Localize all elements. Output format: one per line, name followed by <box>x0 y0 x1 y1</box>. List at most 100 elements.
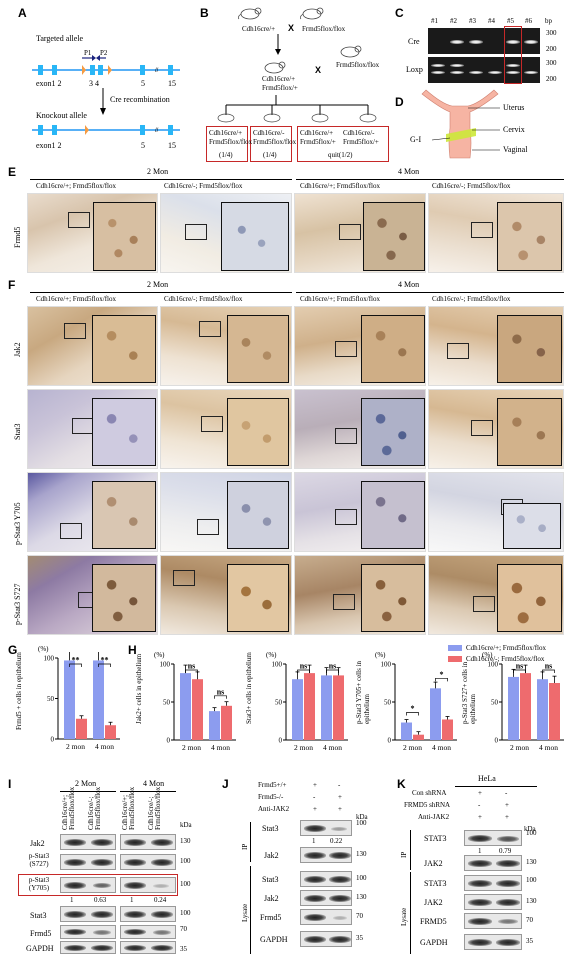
p1-label: P1 <box>84 49 92 57</box>
bar-2-mon-1 <box>520 673 531 740</box>
sig-bracket <box>297 669 310 673</box>
k-row-gapdh: GAPDH <box>420 938 448 947</box>
j-row-stat3-ip: Stat3 <box>262 824 279 833</box>
f-jak2-4 <box>428 306 564 386</box>
o1-genotype-b: Frmd5flox/flox <box>209 138 253 146</box>
k-header-3: Anti-JAK2 <box>418 813 450 821</box>
g-ylabel: Frmd5 + cells in epithelium <box>15 652 23 730</box>
y-tick-label: 0 <box>51 736 55 744</box>
panel-label-h: H <box>128 643 137 657</box>
h2-ylabel: Stat3+ cells in epithelium <box>245 652 253 724</box>
lane-4: #4 <box>488 17 495 25</box>
j-mw-35: 35 <box>356 934 363 942</box>
j-sign-1b: - <box>338 781 341 789</box>
targeted-allele-diagram: // <box>32 55 180 75</box>
o3-genotype-b: Frmd5flox/+ <box>300 138 336 146</box>
arrow-down-icon <box>275 34 281 55</box>
exon-34-label: 3 4 <box>89 79 99 88</box>
bar-4-mon-1 <box>221 705 232 740</box>
chart-h3: 100 50 0 * 2 mon * 4 mon <box>381 661 457 752</box>
j-row-jak2-lys: Jak2 <box>264 894 279 903</box>
i-mw-70: 70 <box>180 925 187 933</box>
sig-bracket <box>406 712 419 716</box>
k-blot-stat3-ip <box>464 830 522 846</box>
k-header-2: FRMD5 shRNA <box>404 801 451 809</box>
i-4mon-label: 4 Mon <box>143 779 165 788</box>
i-blot-frmd5-2mon <box>60 925 116 939</box>
k-blot-jak2-ip <box>464 855 522 871</box>
f1-genotype-b: Frmd5flox/+ <box>262 84 298 92</box>
x-tick-label: 2 mon <box>66 742 85 751</box>
f-jak2-1 <box>27 306 158 386</box>
k-quant-1: 1 <box>478 847 482 855</box>
f1-genotype-a: Cdh16cre/+ <box>262 75 296 83</box>
offspring-tree <box>225 95 369 115</box>
svg-text://: // <box>155 68 159 74</box>
i-blot-stat3-4mon <box>120 906 176 922</box>
sig-label: * <box>440 670 444 679</box>
k-hela-divider <box>455 786 537 787</box>
i-col-4: Cdh16cre/-; Frmd5flox/flox <box>147 786 162 830</box>
mouse-icon <box>238 7 262 20</box>
e-divider-4mon <box>296 179 564 180</box>
k-row-stat3-ip: STAT3 <box>424 834 447 843</box>
parent2-genotype: Frmd5flox/flox <box>302 25 346 33</box>
g-unit: (%) <box>38 645 49 653</box>
legend-swatch-red <box>448 656 462 662</box>
i-2mon-label: 2 Mon <box>75 779 97 788</box>
k-sign-3a: + <box>478 813 482 821</box>
uterus-label: Uterus <box>503 103 525 112</box>
i-quant-3: 1 <box>130 896 134 904</box>
i-blot-gapdh-2mon <box>60 941 116 954</box>
y-tick-label: 0 <box>167 737 171 745</box>
i-blot-s727-2mon <box>60 854 116 870</box>
cre-row-label: Cre <box>408 37 420 46</box>
bar-4-mon-1 <box>105 725 116 739</box>
f-pstat3s-4 <box>428 555 564 635</box>
x-tick-label: 4 mon <box>539 743 558 752</box>
k-mw-70: 70 <box>526 916 533 924</box>
j-blot-jak2-lys <box>300 890 352 906</box>
sig-label: ns <box>188 662 196 671</box>
exon-15-label: 15 <box>168 79 176 88</box>
j-blot-gapdh <box>300 931 352 947</box>
k-sign-2b: + <box>505 801 509 809</box>
j-mw-130a: 130 <box>356 850 367 858</box>
j-blot-jak2-ip <box>300 847 352 863</box>
j-mw-100b: 100 <box>356 874 367 882</box>
j-blot-stat3-ip <box>300 820 352 836</box>
lane-2: #2 <box>450 17 457 25</box>
bar-2-mon-1 <box>192 679 203 740</box>
marker-300a: 300 <box>546 29 557 37</box>
k-mw-100b: 100 <box>526 876 537 884</box>
f-pstat3y-1 <box>27 472 158 552</box>
h3-ylabel: p-Stat3 Y705+ cells in epithelium <box>355 661 371 724</box>
k-lysate-label: Lysate <box>400 907 408 926</box>
panel-label-a: A <box>18 6 27 20</box>
bar-4-mon-0 <box>321 675 332 740</box>
panel-label-g: G <box>8 643 18 657</box>
f-pstat3y-2 <box>160 472 292 552</box>
i-blot-jak2-4mon <box>120 834 176 850</box>
x-tick-label: 2 mon <box>294 743 313 752</box>
o4-genotype-a: Cdh16cre/- <box>343 129 375 137</box>
k-row-jak2-ip: JAK2 <box>424 859 443 868</box>
k-sign-1b: - <box>505 789 508 797</box>
k-row-stat3-lys: STAT3 <box>424 879 447 888</box>
bar-2-mon-0 <box>64 660 75 739</box>
k-sign-1a: + <box>478 789 482 797</box>
f-jak2-2 <box>160 306 292 386</box>
bar-2-mon-0 <box>508 676 519 740</box>
y-tick-label: 100 <box>160 661 171 669</box>
k-hela-label: HeLa <box>478 774 496 783</box>
j-blot-frmd5-lys <box>300 909 352 925</box>
i-mw-130: 130 <box>180 837 191 845</box>
x-tick-label: 2 mon <box>182 743 201 752</box>
bar-4-mon-1 <box>333 675 344 740</box>
j-blot-stat3-lys <box>300 871 352 887</box>
j-sign-2a: - <box>313 793 316 801</box>
o34-ratio: quit(1/2) <box>328 151 353 159</box>
k-lysate-bracket <box>410 872 411 954</box>
x-tick-label: 4 mon <box>211 743 230 752</box>
sig-label: * <box>411 704 415 713</box>
